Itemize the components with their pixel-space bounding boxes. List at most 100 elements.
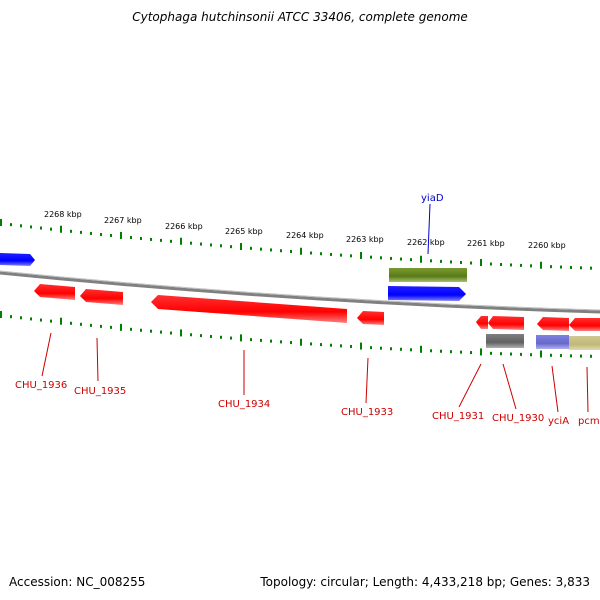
minor-tick	[560, 354, 562, 358]
minor-tick	[70, 321, 72, 325]
minor-tick	[310, 251, 312, 255]
minor-tick	[280, 340, 282, 344]
minor-tick	[440, 259, 442, 263]
minor-tick	[520, 352, 522, 356]
gene-arrow-yciA[interactable]	[537, 317, 569, 331]
leader-line-yiaD	[427, 203, 431, 255]
genome-backbone	[0, 271, 600, 314]
minor-tick	[70, 229, 72, 233]
gene-arrow-CHU_1930[interactable]	[488, 316, 524, 330]
minor-tick	[310, 342, 312, 346]
topology-text: Topology: circular; Length: 4,433,218 bp…	[260, 575, 590, 589]
minor-tick	[270, 248, 272, 252]
major-tick	[360, 342, 362, 350]
minor-tick	[150, 329, 152, 333]
minor-tick	[250, 338, 252, 342]
minor-tick	[90, 231, 92, 235]
minor-tick	[10, 223, 12, 227]
major-tick	[60, 225, 62, 233]
minor-tick	[130, 327, 132, 331]
leader-line	[458, 363, 482, 408]
minor-tick	[90, 323, 92, 327]
leader-line	[41, 332, 52, 377]
accession-label: Accession: NC_008255	[9, 575, 146, 589]
minor-tick	[320, 252, 322, 256]
minor-tick	[570, 265, 572, 269]
minor-tick	[340, 253, 342, 257]
minor-tick	[560, 265, 562, 269]
minor-tick	[470, 261, 472, 265]
gene-bar-khaki[interactable]	[569, 336, 600, 350]
major-tick	[0, 219, 2, 226]
lower-tick-scale	[0, 311, 592, 358]
gene-arrow-CHU_1931[interactable]	[476, 316, 488, 329]
scale-label: 2260 kbp	[528, 241, 566, 250]
gene-label-pcm: pcm	[578, 416, 600, 427]
minor-tick	[340, 344, 342, 348]
major-tick	[300, 338, 302, 346]
minor-tick	[350, 254, 352, 258]
minor-tick	[500, 352, 502, 356]
minor-tick	[20, 316, 22, 320]
gene-arrow-blue-left[interactable]	[0, 253, 35, 266]
minor-tick	[410, 348, 412, 352]
minor-tick	[210, 334, 212, 338]
major-tick	[360, 252, 362, 259]
gene-arrow-CHU_1936[interactable]	[34, 284, 75, 300]
minor-tick	[40, 226, 42, 230]
major-tick	[480, 348, 482, 356]
minor-tick	[260, 247, 262, 251]
gene-bar-olive[interactable]	[389, 268, 467, 282]
minor-tick	[440, 349, 442, 353]
gene-arrow-CHU_1935[interactable]	[80, 289, 123, 305]
minor-tick	[550, 265, 552, 269]
minor-tick	[470, 351, 472, 355]
minor-tick	[290, 249, 292, 253]
minor-tick	[30, 317, 32, 321]
scale-label: 2262 kbp	[407, 238, 445, 247]
minor-tick	[400, 257, 402, 261]
gene-label-CHU_1930: CHU_1930	[492, 413, 544, 424]
minor-tick	[200, 242, 202, 246]
gene-arrow-yiaD[interactable]	[388, 286, 466, 301]
minor-tick	[110, 325, 112, 329]
major-tick	[180, 237, 182, 245]
gene-bar-gray[interactable]	[486, 334, 524, 348]
leader-line	[365, 357, 369, 404]
minor-tick	[210, 243, 212, 247]
gene-label-CHU_1936: CHU_1936	[15, 380, 67, 391]
minor-tick	[150, 237, 152, 241]
gene-label-yciA: yciA	[548, 416, 569, 427]
scale-label: 2266 kbp	[165, 222, 203, 231]
minor-tick	[50, 319, 52, 323]
minor-tick	[190, 333, 192, 337]
minor-tick	[30, 225, 32, 229]
minor-tick	[130, 235, 132, 239]
minor-tick	[270, 339, 272, 343]
minor-tick	[160, 330, 162, 334]
gene-arrow-CHU_1934[interactable]	[151, 295, 347, 323]
major-tick	[540, 350, 542, 358]
gene-bar-purple[interactable]	[536, 335, 569, 349]
major-tick	[240, 334, 242, 342]
minor-tick	[490, 262, 492, 266]
gene-arrow-CHU_1933[interactable]	[357, 311, 384, 325]
gene-label-yiaD: yiaD	[421, 193, 444, 204]
minor-tick	[160, 238, 162, 242]
gene-arrow-pcm[interactable]	[569, 318, 600, 331]
minor-tick	[140, 236, 142, 240]
minor-tick	[260, 338, 262, 342]
topology-summary: Topology: circular; Length: 4,433,218 bp…	[260, 575, 590, 589]
minor-tick	[510, 263, 512, 267]
minor-tick	[500, 262, 502, 266]
major-tick	[60, 317, 62, 325]
minor-tick	[390, 347, 392, 351]
minor-tick	[400, 347, 402, 351]
major-tick	[540, 261, 542, 269]
minor-tick	[510, 352, 512, 356]
minor-tick	[390, 256, 392, 260]
minor-tick	[170, 239, 172, 243]
minor-tick	[580, 266, 582, 270]
major-tick	[240, 243, 242, 250]
